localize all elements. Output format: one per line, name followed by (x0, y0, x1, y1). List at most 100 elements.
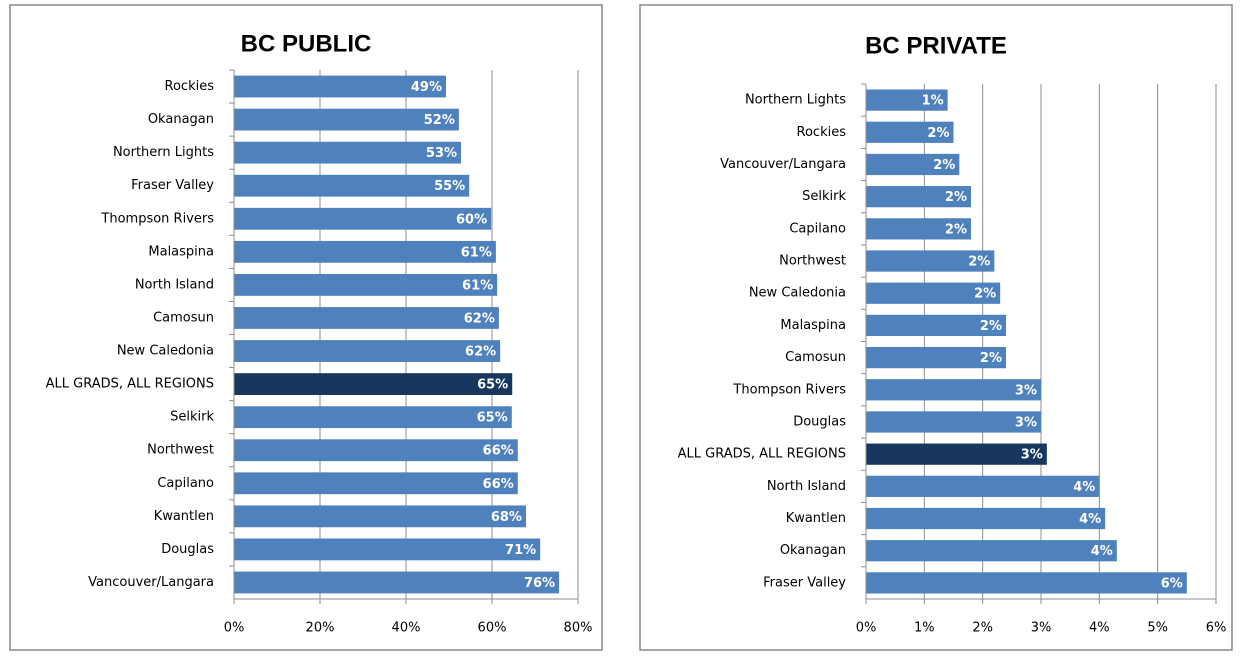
value-label: 4% (1073, 480, 1095, 495)
x-tick-label: 6% (1206, 621, 1227, 636)
chart-title: BC PRIVATE (865, 32, 1007, 59)
bar (234, 75, 446, 98)
value-label: 65% (477, 378, 508, 393)
value-label: 71% (505, 543, 536, 558)
y-tick-label: Kwantlen (154, 509, 214, 524)
value-label: 52% (424, 113, 455, 128)
value-label: 2% (980, 351, 1002, 366)
y-tick-label: Vancouver/Langara (720, 157, 846, 172)
y-tick-label: Rockies (165, 79, 215, 94)
y-tick-label: North Island (767, 479, 846, 494)
value-label: 53% (426, 146, 457, 161)
y-tick-label: ALL GRADS, ALL REGIONS (46, 377, 214, 392)
y-tick-label: Northwest (147, 443, 214, 458)
y-tick-label: Capilano (157, 476, 214, 491)
value-label: 2% (974, 287, 996, 302)
y-tick-label: Northwest (779, 254, 846, 269)
value-label: 2% (968, 255, 990, 270)
y-tick-label: Okanagan (148, 112, 214, 127)
x-tick-label: 3% (1031, 621, 1052, 636)
x-tick-label: 0% (856, 621, 877, 636)
value-label: 3% (1015, 415, 1037, 430)
x-tick-label: 5% (1147, 621, 1168, 636)
value-label: 49% (411, 80, 442, 95)
x-tick-label: 2% (972, 621, 993, 636)
y-tick-label: New Caledonia (117, 344, 214, 359)
bar (866, 218, 971, 240)
bar (234, 373, 513, 396)
bar (234, 538, 541, 561)
value-label: 66% (483, 444, 514, 459)
bar (234, 505, 526, 528)
value-label: 60% (456, 212, 487, 227)
bar (234, 406, 512, 429)
bar (866, 250, 995, 272)
y-tick-label: ALL GRADS, ALL REGIONS (678, 447, 846, 462)
value-label: 76% (524, 576, 555, 591)
bar (866, 121, 954, 143)
bar (234, 273, 498, 296)
bar (866, 572, 1187, 594)
y-tick-label: Northern Lights (745, 93, 846, 108)
bar (234, 307, 499, 329)
bar (234, 439, 518, 462)
y-tick-label: Thompson Rivers (732, 382, 846, 397)
x-tick-label: 40% (392, 621, 421, 636)
value-label: 65% (477, 411, 508, 426)
y-tick-label: Camosun (153, 310, 214, 325)
bar (866, 89, 948, 111)
y-tick-label: Douglas (793, 414, 846, 429)
value-label: 62% (465, 345, 496, 360)
value-label: 68% (491, 510, 522, 525)
value-label: 2% (945, 222, 967, 237)
y-tick-label: Selkirk (170, 410, 214, 425)
value-label: 2% (980, 319, 1002, 334)
value-label: 6% (1161, 576, 1183, 591)
value-label: 2% (927, 126, 949, 141)
bar (866, 507, 1106, 530)
bar (234, 571, 560, 594)
bar (866, 540, 1117, 562)
y-tick-label: Vancouver/Langara (88, 575, 214, 590)
value-label: 66% (483, 477, 514, 492)
value-label: 3% (1021, 448, 1043, 463)
x-tick-label: 0% (224, 621, 245, 636)
y-tick-label: Okanagan (780, 543, 846, 558)
bar (866, 314, 1006, 337)
bar (234, 240, 496, 263)
bar (866, 379, 1041, 401)
bar (866, 475, 1100, 497)
y-tick-label: Selkirk (802, 189, 846, 204)
value-label: 62% (464, 311, 495, 326)
y-tick-label: New Caledonia (749, 286, 846, 301)
y-tick-label: North Island (135, 277, 214, 292)
value-label: 2% (933, 158, 955, 173)
bar (234, 174, 470, 197)
bar (234, 141, 462, 164)
y-tick-label: Northern Lights (113, 145, 214, 160)
bar (866, 153, 960, 176)
x-tick-label: 60% (478, 621, 507, 636)
y-tick-label: Thompson Rivers (100, 211, 214, 226)
x-tick-label: 1% (914, 621, 935, 636)
x-tick-label: 20% (306, 621, 335, 636)
bar (866, 443, 1047, 465)
y-tick-label: Fraser Valley (131, 178, 214, 193)
y-tick-label: Camosun (785, 350, 846, 365)
bar (866, 186, 971, 208)
y-tick-label: Capilano (789, 221, 846, 236)
value-label: 2% (945, 190, 967, 205)
value-label: 4% (1091, 544, 1113, 559)
y-tick-label: Douglas (161, 542, 214, 557)
value-label: 4% (1079, 512, 1101, 527)
x-tick-label: 4% (1089, 621, 1110, 636)
bar (866, 411, 1041, 433)
value-label: 3% (1015, 383, 1037, 398)
y-tick-label: Fraser Valley (763, 575, 846, 590)
y-tick-label: Malaspina (780, 318, 846, 333)
value-label: 61% (462, 278, 493, 293)
chart-title: BC PUBLIC (241, 30, 372, 57)
y-tick-label: Malaspina (148, 244, 214, 259)
